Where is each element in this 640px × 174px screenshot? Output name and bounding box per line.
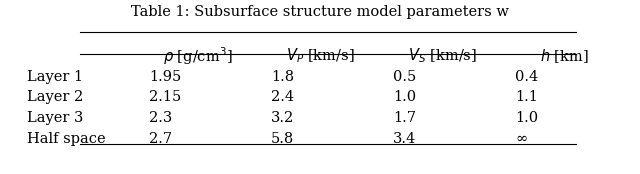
Text: Table 1: Subsurface structure model parameters w: Table 1: Subsurface structure model para…: [131, 5, 509, 19]
